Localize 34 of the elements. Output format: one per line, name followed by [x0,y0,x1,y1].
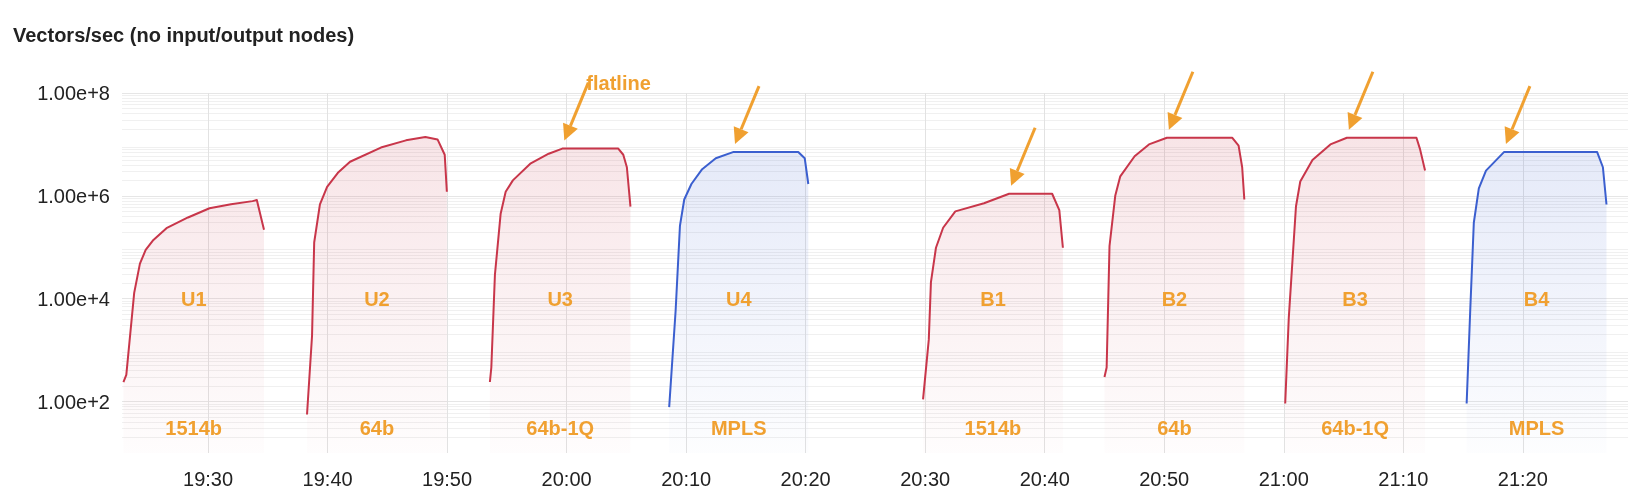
annotation: 64b-1Q [1321,417,1390,440]
x-tick-label: 21:00 [1258,468,1309,490]
y-tick-label: 1.00e+2 [37,390,110,413]
annotation: 64b-1Q [526,417,595,440]
annotation: 1514b [165,417,223,440]
annotation: MPLS [710,417,767,440]
annotation: U1 [180,287,207,310]
x-tick-label: 20:20 [780,468,831,490]
annotation: B2 [1161,287,1188,310]
annotation: 1514b [964,417,1022,440]
x-tick-label: 20:40 [1019,468,1070,490]
x-tick-label: 20:50 [1139,468,1190,490]
annotation: MPLS [1508,417,1565,440]
y-tick-label: 1.00e+4 [37,287,110,310]
annotation: U2 [364,287,390,310]
annotation: 64b [1157,417,1192,440]
x-tick-label: 19:30 [183,468,234,490]
y-tick-label: 1.00e+8 [37,82,110,104]
annotation: U4 [725,287,753,310]
x-tick-label: 19:40 [302,468,353,490]
x-tick-label: 20:30 [900,468,951,490]
annotation: B1 [980,287,1006,310]
annotation: 64b [359,417,395,440]
x-tick-label: 20:10 [661,468,712,490]
text: flatline [586,71,651,94]
annotation: B3 [1342,287,1368,310]
x-tick-label: 20:00 [541,468,592,490]
chart-title: Vectors/sec (no input/output nodes) [13,24,355,46]
annotation: B4 [1523,287,1551,310]
x-tick-label: 19:50 [422,468,473,490]
annotation: U3 [547,287,573,310]
x-tick-label: 21:10 [1378,468,1429,490]
x-tick-label: 21:20 [1497,468,1548,490]
y-tick-label: 1.00e+6 [37,184,110,207]
